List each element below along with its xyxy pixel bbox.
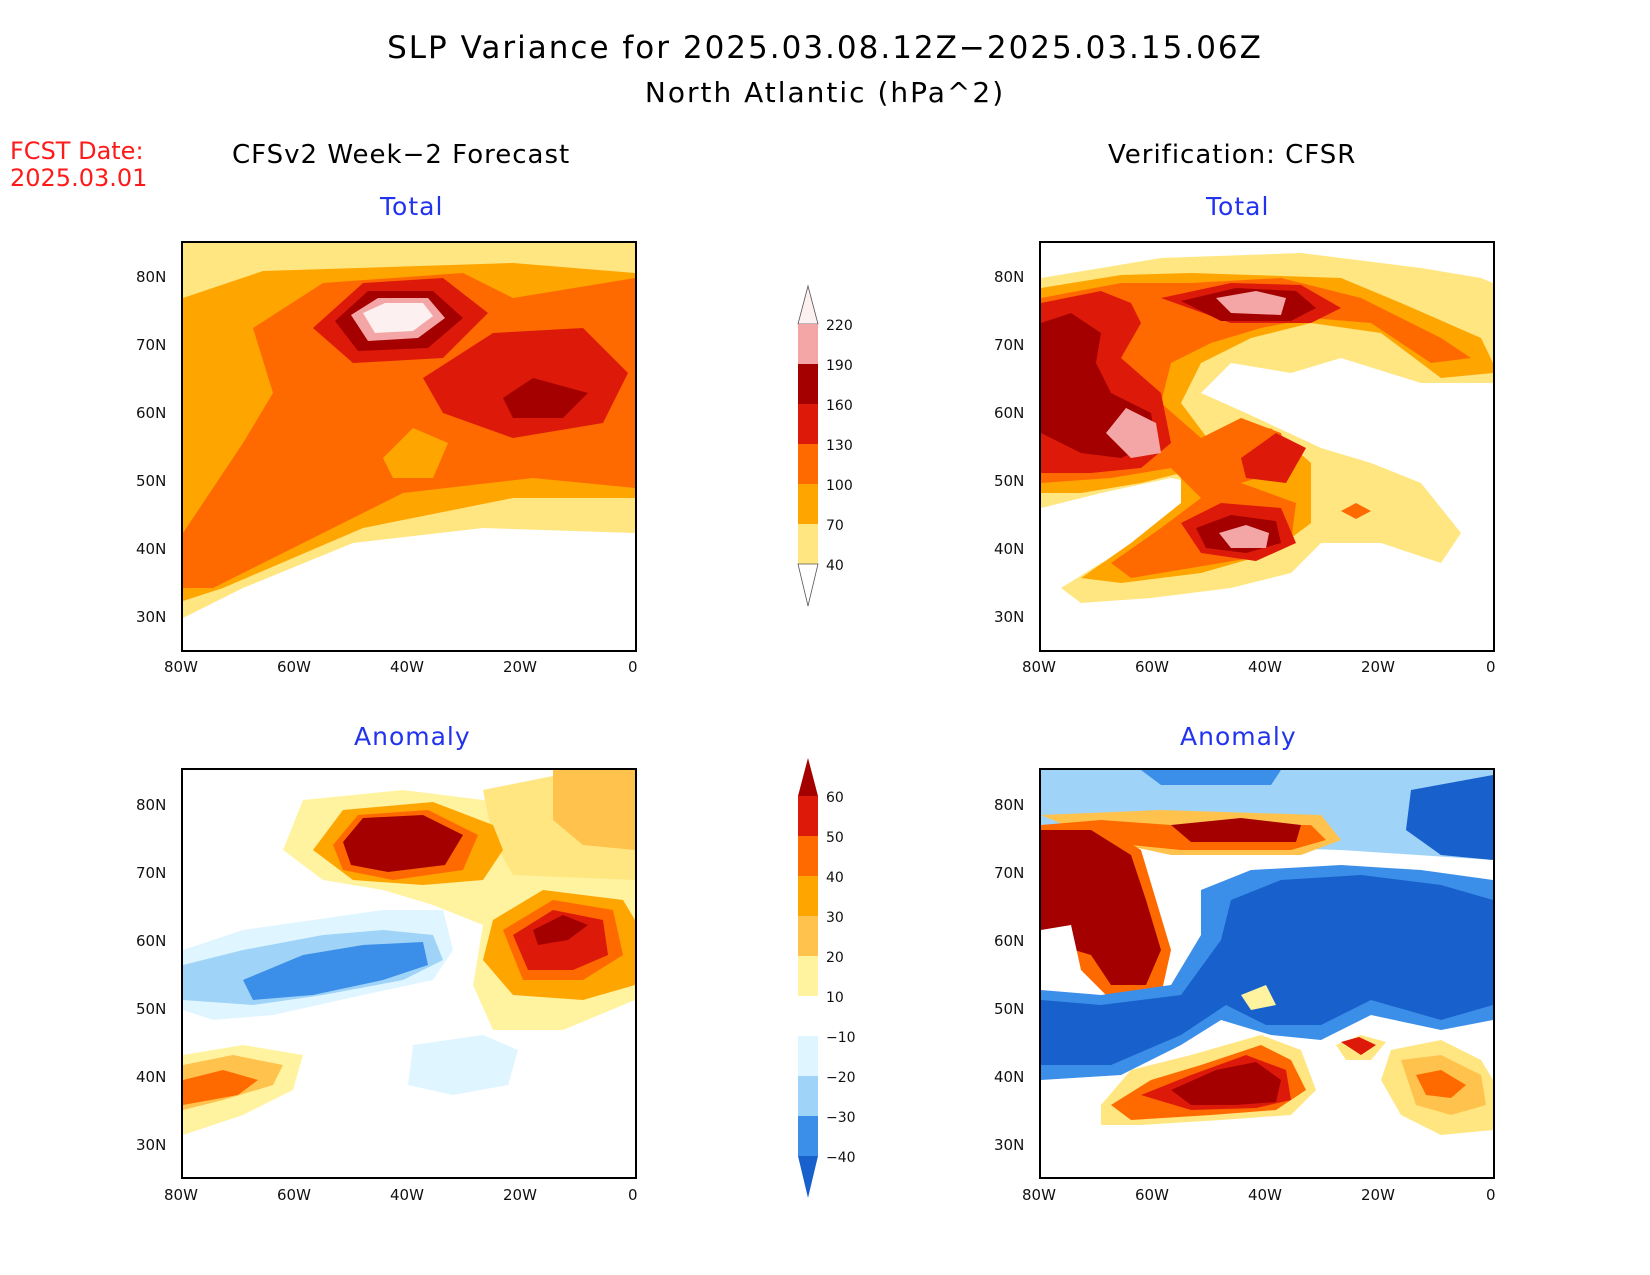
lon-tick: 80W <box>1022 1186 1056 1204</box>
lon-tick: 80W <box>164 658 198 676</box>
subtitle-total-forecast: Total <box>380 192 444 221</box>
figure-title-line1: SLP Variance for 2025.03.08.12Z−2025.03.… <box>387 30 1263 66</box>
lat-tick: 40N <box>136 540 167 558</box>
colorbar-total-label: 190 <box>826 358 853 374</box>
lat-tick: 80N <box>136 796 167 814</box>
colorbar-total-swatch-100 <box>798 444 818 484</box>
colorbar-anomaly-swatch <box>798 956 818 996</box>
colorbar-anomaly-label: −30 <box>826 1110 856 1126</box>
lat-tick: 70N <box>994 336 1025 354</box>
colorbar-total-swatch-130 <box>798 404 818 444</box>
lon-tick: 40W <box>390 1186 424 1204</box>
colorbar-anomaly-label: −40 <box>826 1150 856 1166</box>
lon-tick: 60W <box>277 658 311 676</box>
forecast-date: FCST Date: 2025.03.01 <box>10 138 147 192</box>
lat-tick: 60N <box>994 932 1025 950</box>
forecast-date-value: 2025.03.01 <box>10 164 148 192</box>
lon-tick: 20W <box>503 658 537 676</box>
map-forecast-total <box>181 241 637 652</box>
lon-tick: 40W <box>1248 1186 1282 1204</box>
subtitle-anomaly-forecast: Anomaly <box>354 722 471 751</box>
lat-tick: 30N <box>136 608 167 626</box>
lat-tick: 80N <box>994 268 1025 286</box>
map-verification-anomaly <box>1039 768 1495 1179</box>
colorbar-total-swatch-70 <box>798 484 818 524</box>
lon-tick: 20W <box>1361 658 1395 676</box>
subtitle-anomaly-verification: Anomaly <box>1180 722 1297 751</box>
colorbar-anomaly-label: 20 <box>826 950 844 966</box>
lat-tick: 30N <box>136 1136 167 1154</box>
colorbar-total <box>797 284 819 607</box>
map-verification-total <box>1039 241 1495 652</box>
colorbar-total-swatch-190 <box>798 324 818 364</box>
colorbar-anomaly-label: 10 <box>826 990 844 1006</box>
lon-tick: 20W <box>1361 1186 1395 1204</box>
lat-tick: 70N <box>136 336 167 354</box>
colorbar-total-cap-top <box>797 284 819 325</box>
colorbar-anomaly-cap-top <box>798 758 818 796</box>
lat-tick: 60N <box>136 404 167 422</box>
lat-tick: 30N <box>994 1136 1025 1154</box>
colorbar-total-label: 100 <box>826 478 853 494</box>
colorbar-anomaly-cap-bottom <box>798 1156 818 1198</box>
lat-tick: 70N <box>136 864 167 882</box>
colorbar-anomaly-swatch <box>798 996 818 1036</box>
lon-tick: 0 <box>628 1186 638 1204</box>
lat-tick: 60N <box>136 932 167 950</box>
colorbar-total-label: 70 <box>826 518 844 534</box>
lon-tick: 80W <box>164 1186 198 1204</box>
lat-tick: 40N <box>994 540 1025 558</box>
lat-tick: 40N <box>136 1068 167 1086</box>
colorbar-anomaly-swatch <box>798 796 818 836</box>
lon-tick: 60W <box>1135 1186 1169 1204</box>
lon-tick: 40W <box>390 658 424 676</box>
colorbar-anomaly-label: 40 <box>826 870 844 886</box>
colorbar-anomaly-swatch <box>798 1036 818 1076</box>
lat-tick: 30N <box>994 608 1025 626</box>
colorbar-anomaly-label: 60 <box>826 790 844 806</box>
map-forecast-anomaly <box>181 768 637 1179</box>
colorbar-total-label: 130 <box>826 438 853 454</box>
lat-tick: 50N <box>136 1000 167 1018</box>
lat-tick: 80N <box>136 268 167 286</box>
colorbar-total-cap-bottom <box>797 563 819 607</box>
column-title-verification: Verification: CFSR <box>1108 140 1357 170</box>
forecast-date-label: FCST Date: <box>10 137 144 165</box>
colorbar-total-swatch-40 <box>798 524 818 564</box>
colorbar-total-label: 40 <box>826 558 844 574</box>
colorbar-anomaly-label: 30 <box>826 910 844 926</box>
lon-tick: 0 <box>628 658 638 676</box>
lat-tick: 50N <box>994 1000 1025 1018</box>
lat-tick: 80N <box>994 796 1025 814</box>
figure-title-line2: North Atlantic (hPa^2) <box>644 76 1006 109</box>
colorbar-anomaly-swatch <box>798 1116 818 1156</box>
lon-tick: 80W <box>1022 658 1056 676</box>
lon-tick: 40W <box>1248 658 1282 676</box>
colorbar-anomaly-label: −20 <box>826 1070 856 1086</box>
colorbar-total-label: 220 <box>826 318 853 334</box>
lat-tick: 40N <box>994 1068 1025 1086</box>
colorbar-anomaly-swatch <box>798 916 818 956</box>
subtitle-total-verification: Total <box>1206 192 1270 221</box>
lat-tick: 50N <box>994 472 1025 490</box>
colorbar-anomaly-label: 50 <box>826 830 844 846</box>
colorbar-anomaly <box>798 758 818 1198</box>
colorbar-anomaly-swatch <box>798 876 818 916</box>
colorbar-total-swatch-160 <box>798 364 818 404</box>
lat-tick: 70N <box>994 864 1025 882</box>
lon-tick: 20W <box>503 1186 537 1204</box>
lat-tick: 60N <box>994 404 1025 422</box>
lon-tick: 60W <box>1135 658 1169 676</box>
colorbar-anomaly-swatch <box>798 836 818 876</box>
lon-tick: 0 <box>1486 1186 1496 1204</box>
colorbar-total-label: 160 <box>826 398 853 414</box>
lat-tick: 50N <box>136 472 167 490</box>
colorbar-anomaly-label: −10 <box>826 1030 856 1046</box>
lon-tick: 0 <box>1486 658 1496 676</box>
colorbar-anomaly-swatch <box>798 1076 818 1116</box>
lon-tick: 60W <box>277 1186 311 1204</box>
column-title-forecast: CFSv2 Week−2 Forecast <box>232 140 571 170</box>
